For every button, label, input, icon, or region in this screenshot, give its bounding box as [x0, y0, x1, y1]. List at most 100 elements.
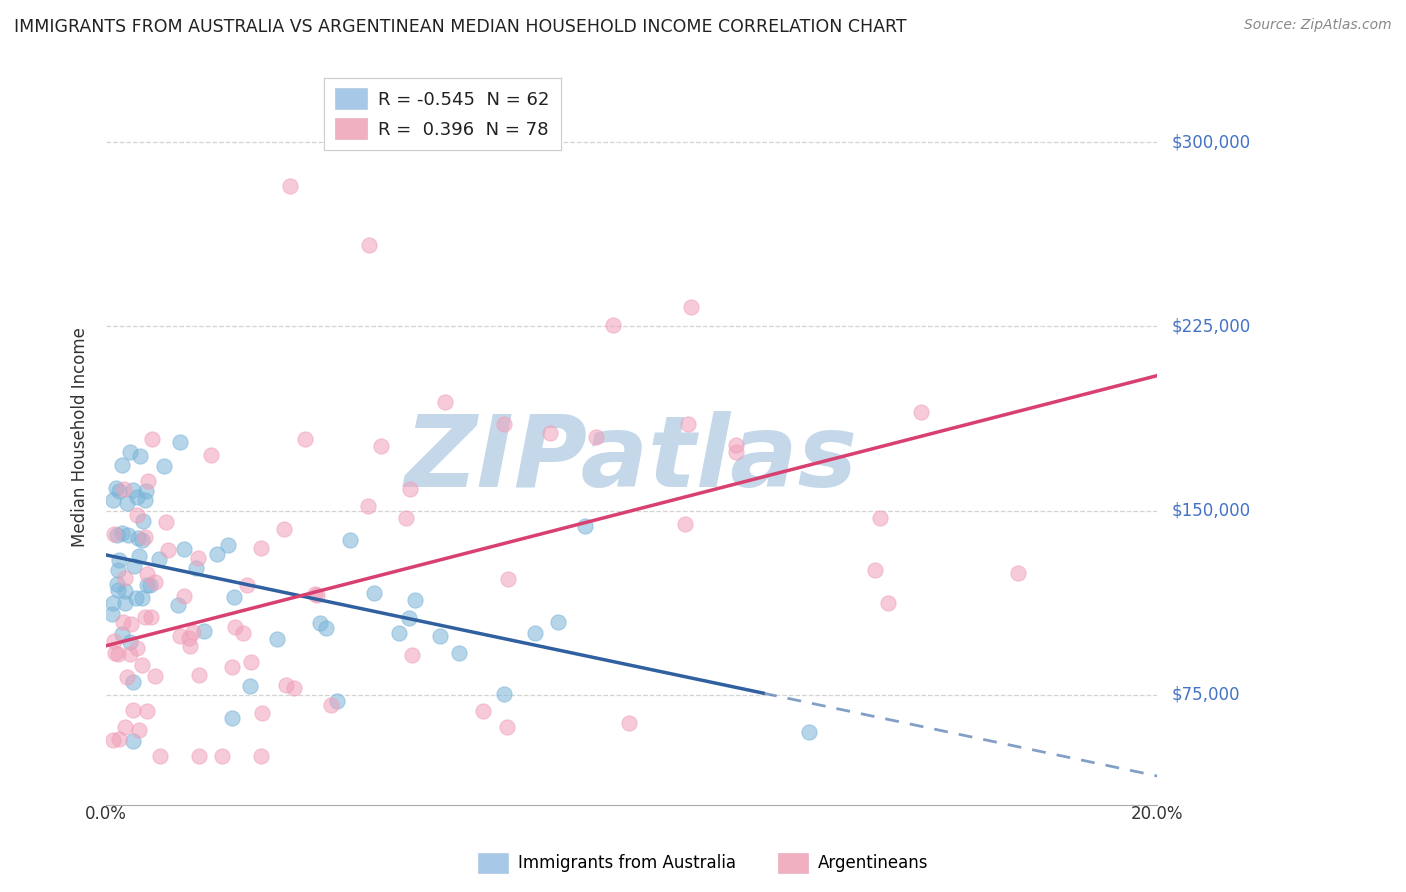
Point	[433, 394, 456, 409]
Text: 0.0%: 0.0%	[84, 805, 127, 823]
Point	[120, 647, 142, 661]
Point	[107, 647, 129, 661]
Point	[125, 591, 148, 605]
Text: 20.0%: 20.0%	[1130, 805, 1184, 823]
Point	[125, 640, 148, 655]
Point	[143, 575, 166, 590]
Point	[120, 616, 142, 631]
Point	[676, 417, 699, 431]
Point	[134, 493, 156, 508]
Point	[127, 491, 149, 505]
Point	[602, 318, 624, 332]
Point	[294, 432, 316, 446]
Point	[103, 527, 125, 541]
Point	[134, 530, 156, 544]
Point	[395, 511, 418, 525]
Point	[122, 733, 145, 747]
Point	[877, 596, 900, 610]
Text: IMMIGRANTS FROM AUSTRALIA VS ARGENTINEAN MEDIAN HOUSEHOLD INCOME CORRELATION CHA: IMMIGRANTS FROM AUSTRALIA VS ARGENTINEAN…	[14, 18, 907, 36]
Point	[221, 660, 243, 674]
Point	[135, 566, 157, 581]
Point	[211, 749, 233, 764]
Point	[114, 583, 136, 598]
Point	[725, 438, 748, 452]
Point	[200, 448, 222, 462]
Point	[187, 550, 209, 565]
Point	[135, 483, 157, 498]
Point	[141, 432, 163, 446]
Text: Source: ZipAtlas.com: Source: ZipAtlas.com	[1244, 18, 1392, 32]
Point	[273, 523, 295, 537]
Point	[107, 563, 129, 577]
Point	[131, 533, 153, 547]
Point	[910, 405, 932, 419]
Point	[617, 716, 640, 731]
Point	[177, 631, 200, 645]
Point	[193, 624, 215, 639]
Point	[105, 576, 128, 591]
Point	[114, 596, 136, 610]
Point	[250, 541, 273, 555]
Point	[181, 625, 204, 640]
Point	[155, 515, 177, 529]
Point	[131, 657, 153, 672]
Point	[307, 587, 329, 601]
Point	[108, 483, 131, 498]
Point	[585, 430, 607, 444]
Text: $225,000: $225,000	[1171, 318, 1250, 335]
Text: ZIPatlas: ZIPatlas	[405, 410, 858, 508]
Point	[101, 607, 124, 621]
Point	[232, 626, 254, 640]
Point	[169, 434, 191, 449]
Point	[122, 674, 145, 689]
Point	[156, 542, 179, 557]
Point	[869, 510, 891, 524]
Point	[105, 528, 128, 542]
Point	[326, 694, 349, 708]
Point	[125, 508, 148, 522]
Point	[173, 589, 195, 603]
Point	[492, 687, 515, 701]
Point	[122, 558, 145, 573]
Point	[103, 633, 125, 648]
Point	[319, 698, 342, 712]
Y-axis label: Median Household Income: Median Household Income	[72, 327, 89, 547]
Text: $300,000: $300,000	[1171, 133, 1250, 152]
Point	[127, 531, 149, 545]
Point	[108, 731, 131, 746]
Point	[447, 646, 470, 660]
Point	[401, 648, 423, 662]
Point	[725, 445, 748, 459]
Point	[120, 445, 142, 459]
Point	[173, 541, 195, 556]
Point	[103, 596, 125, 610]
Point	[370, 439, 392, 453]
Point	[221, 711, 243, 725]
Point	[139, 610, 162, 624]
Point	[122, 483, 145, 497]
Point	[103, 732, 125, 747]
Point	[128, 549, 150, 563]
Point	[138, 475, 160, 489]
Point	[188, 668, 211, 682]
Text: $75,000: $75,000	[1171, 686, 1240, 704]
Point	[239, 679, 262, 693]
Point	[131, 591, 153, 606]
Point	[388, 625, 411, 640]
Point	[149, 749, 172, 764]
Point	[339, 533, 361, 547]
Point	[363, 586, 385, 600]
Point	[538, 425, 561, 440]
Point	[429, 629, 451, 643]
Point	[167, 598, 190, 612]
Point	[111, 615, 134, 629]
Point	[114, 571, 136, 585]
Point	[117, 527, 139, 541]
Text: $150,000: $150,000	[1171, 501, 1250, 520]
Point	[115, 669, 138, 683]
Point	[101, 492, 124, 507]
Point	[111, 526, 134, 541]
Point	[134, 610, 156, 624]
Point	[309, 615, 332, 630]
Point	[266, 632, 288, 646]
